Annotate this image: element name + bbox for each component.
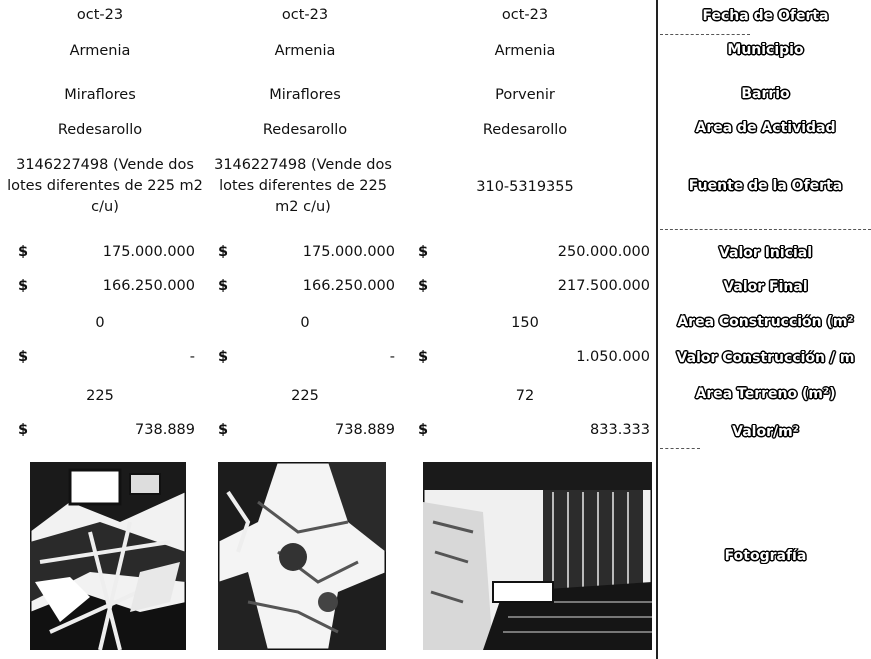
valor-construccion-col1: - (189, 349, 195, 365)
currency-symbol: $ (218, 349, 229, 365)
currency-symbol: $ (18, 349, 29, 365)
interior-photo-image (423, 462, 652, 650)
aerial-photo-image (30, 462, 186, 650)
valor-m2-col1: 738.889 (135, 422, 195, 438)
lot-photo-image (218, 462, 386, 650)
area-construccion-col3: 150 (511, 315, 539, 331)
valor-final-col3: 217.500.000 (557, 278, 650, 294)
area-construccion-col1: 0 (95, 315, 105, 331)
area-terreno-col3: 72 (515, 388, 535, 404)
label-valor-construccion: Valor Construcción / m (676, 350, 855, 366)
fecha-col3: oct-23 (501, 7, 549, 23)
offer-photo-3 (423, 462, 652, 650)
valor-inicial-col1: 175.000.000 (102, 244, 195, 260)
barrio-col3: Porvenir (495, 87, 555, 103)
label-column-border (656, 0, 658, 659)
currency-symbol: $ (418, 349, 429, 365)
valor-m2-col2: 738.889 (335, 422, 395, 438)
municipio-col3: Armenia (494, 43, 556, 59)
area-construccion-col2: 0 (300, 315, 310, 331)
valor-construccion-col3: 1.050.000 (576, 349, 650, 365)
barrio-col1: Miraflores (64, 87, 136, 103)
label-valor-m2: Valor/m² (732, 424, 799, 440)
offer-photo-2 (218, 462, 386, 650)
currency-symbol: $ (418, 422, 429, 438)
municipio-col2: Armenia (274, 43, 336, 59)
currency-symbol: $ (18, 278, 29, 294)
valor-inicial-col2: 175.000.000 (302, 244, 395, 260)
label-fuente-de-la-oferta: Fuente de la Oferta (688, 178, 843, 194)
divider (660, 229, 871, 230)
currency-symbol: $ (218, 422, 229, 438)
fuente-col1: 3146227498 (Vende dos lotes diferentes d… (7, 157, 203, 215)
area-actividad-col2: Redesarollo (262, 122, 348, 138)
label-area-de-actividad: Área de Actividad (695, 120, 836, 136)
valor-final-col2: 166.250.000 (302, 278, 395, 294)
label-area-construccion: Área Construcción (m² (677, 314, 854, 330)
area-terreno-col2: 225 (291, 388, 319, 404)
area-actividad-col3: Redesarollo (482, 122, 568, 138)
fuente-col2: 3146227498 (Vende dos lotes diferentes d… (214, 157, 392, 215)
currency-symbol: $ (18, 244, 29, 260)
valor-final-col1: 166.250.000 (102, 278, 195, 294)
label-area-terreno: Área Terreno (m²) (695, 386, 836, 402)
currency-symbol: $ (418, 278, 429, 294)
currency-symbol: $ (218, 244, 229, 260)
area-terreno-col1: 225 (86, 388, 114, 404)
label-barrio: Barrio (741, 86, 790, 102)
divider (660, 34, 750, 35)
currency-symbol: $ (18, 422, 29, 438)
label-municipio: Municipio (727, 42, 804, 58)
valor-m2-col3: 833.333 (590, 422, 650, 438)
area-actividad-col1: Redesarollo (57, 122, 143, 138)
valor-construccion-col2: - (389, 349, 395, 365)
label-valor-final: Valor Final (723, 279, 808, 295)
valor-inicial-col3: 250.000.000 (557, 244, 650, 260)
fecha-col1: oct-23 (76, 7, 124, 23)
label-fotografia: Fotografía (724, 548, 807, 564)
label-valor-inicial: Valor Inicial (718, 245, 813, 261)
barrio-col2: Miraflores (269, 87, 341, 103)
offer-photo-1 (30, 462, 186, 650)
fecha-col2: oct-23 (281, 7, 329, 23)
label-fecha-de-oferta: Fecha de Oferta (702, 8, 829, 24)
divider (660, 448, 700, 449)
currency-symbol: $ (418, 244, 429, 260)
currency-symbol: $ (218, 278, 229, 294)
municipio-col1: Armenia (69, 43, 131, 59)
fuente-col3: 310-5319355 (476, 179, 574, 195)
